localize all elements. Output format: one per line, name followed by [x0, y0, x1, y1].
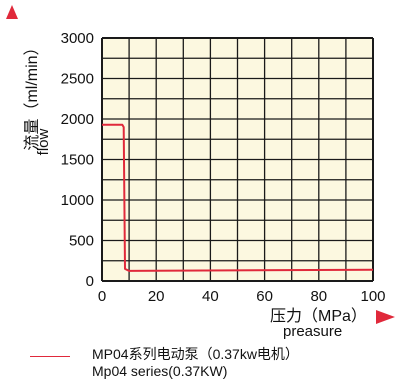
- legend-label-cn: MP04系列电动泵（0.37kw电机）: [92, 346, 299, 362]
- y-tick-label: 1500: [61, 152, 94, 169]
- y-tick-label: 3000: [61, 30, 94, 47]
- grid: [101, 37, 374, 282]
- x-axis-label-en: preasure: [283, 323, 342, 340]
- x-tick-label: 80: [310, 288, 327, 305]
- x-tick-label: 40: [202, 288, 219, 305]
- x-tick-label: 20: [148, 288, 165, 305]
- y-tick-label: 0: [86, 273, 94, 290]
- y-axis-label: 流量（ml/min）: [23, 39, 41, 150]
- x-tick-label: 60: [256, 288, 273, 305]
- x-axis-arrow-icon: [376, 310, 395, 324]
- series-lines: [102, 123, 374, 272]
- y-tick-label: 2500: [61, 71, 94, 88]
- y-axis-label-en: flow: [35, 129, 52, 156]
- legend-line-swatch: [30, 356, 70, 357]
- x-axis-label: 压力（MPa）: [270, 307, 367, 325]
- x-tick-label: 0: [98, 288, 106, 305]
- x-tick-label: 100: [360, 288, 385, 305]
- y-tick-label: 2000: [61, 111, 94, 128]
- series-line: [102, 123, 374, 272]
- y-axis-arrow-icon: [6, 5, 18, 19]
- legend-label: MP04系列电动泵（0.37kw电机） Mp04 series(0.37KW): [92, 346, 299, 380]
- y-tick-label: 500: [69, 233, 94, 250]
- legend-label-en: Mp04 series(0.37KW): [92, 363, 228, 379]
- y-tick-label: 1000: [61, 192, 94, 209]
